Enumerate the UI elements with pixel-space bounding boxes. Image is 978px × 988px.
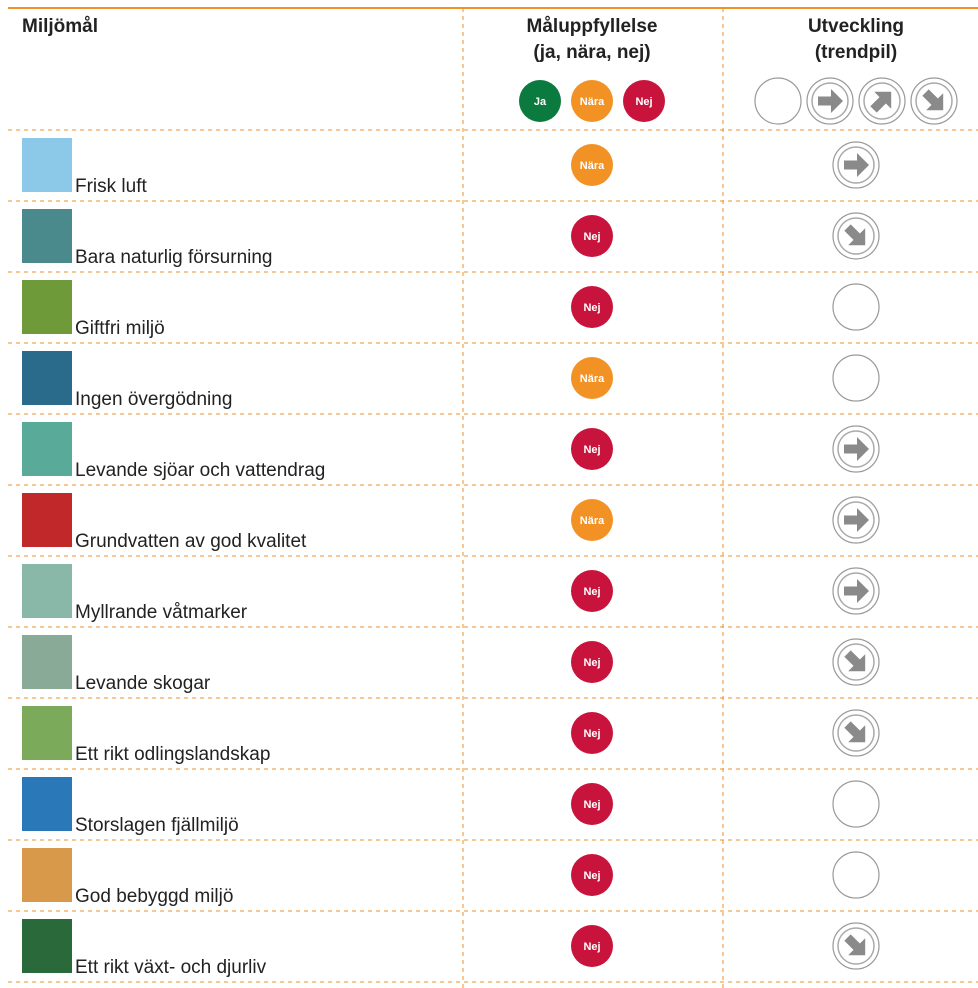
goal-icon (22, 209, 72, 263)
trend-icon (859, 78, 905, 124)
trend-icon (807, 78, 853, 124)
goal-label: Ingen övergödning (75, 389, 232, 410)
goal-label: Ett rikt odlingslandskap (75, 744, 270, 765)
goal-label: Grundvatten av god kvalitet (75, 531, 307, 552)
trend-icon (833, 213, 879, 259)
goal-icon (22, 351, 72, 405)
status-text: Nej (583, 728, 600, 740)
status-text: Nära (580, 373, 605, 385)
goal-icon (22, 138, 72, 192)
status-text: Nära (580, 515, 605, 527)
status-text: Nej (583, 941, 600, 953)
goal-label: Giftfri miljö (75, 318, 165, 339)
trend-icon (833, 639, 879, 685)
trend-circle (833, 781, 879, 827)
trend-icon (833, 355, 879, 401)
trend-icon (833, 497, 879, 543)
status-text: Nej (583, 586, 600, 598)
table: Miljömål Måluppfyllelse (ja, nära, nej) … (0, 0, 978, 988)
trend-circle (833, 284, 879, 330)
trend-circle (833, 852, 879, 898)
trend-icon (833, 710, 879, 756)
trend-icon (911, 78, 957, 124)
goal-label: God bebyggd miljö (75, 886, 233, 907)
goal-icon (22, 422, 72, 476)
trend-icon (833, 923, 879, 969)
goal-icon (22, 493, 72, 547)
goal-icon (22, 635, 72, 689)
trend-icon (833, 142, 879, 188)
header-fulfillment-sub: (ja, nära, nej) (533, 42, 650, 63)
goal-icon (22, 706, 72, 760)
header-trend-sub: (trendpil) (815, 42, 897, 63)
goal-icon (22, 777, 72, 831)
status-text: Nära (580, 96, 605, 108)
status-text: Nej (583, 302, 600, 314)
goal-label: Frisk luft (75, 176, 148, 197)
status-text: Nej (583, 231, 600, 243)
header-trend: Utveckling (808, 16, 904, 37)
status-text: Ja (534, 96, 547, 108)
page: Miljömål Måluppfyllelse (ja, nära, nej) … (0, 0, 978, 988)
goal-label: Levande skogar (75, 673, 211, 694)
goal-label: Myllrande våtmarker (75, 602, 248, 623)
status-text: Nära (580, 160, 605, 172)
trend-circle (755, 78, 801, 124)
goal-icon (22, 848, 72, 902)
status-text: Nej (635, 96, 652, 108)
goal-icon (22, 564, 72, 618)
trend-circle (833, 355, 879, 401)
trend-icon (833, 426, 879, 472)
status-text: Nej (583, 870, 600, 882)
goal-label: Ett rikt växt- och djurliv (75, 957, 267, 978)
goal-icon (22, 280, 72, 334)
trend-icon (833, 568, 879, 614)
status-text: Nej (583, 799, 600, 811)
header-fulfillment: Måluppfyllelse (527, 16, 658, 37)
trend-icon (833, 781, 879, 827)
trend-icon (755, 78, 801, 124)
trend-icon (833, 284, 879, 330)
status-text: Nej (583, 657, 600, 669)
goal-label: Bara naturlig försurning (75, 247, 273, 268)
goal-label: Levande sjöar och vattendrag (75, 460, 325, 481)
trend-icon (833, 852, 879, 898)
status-text: Nej (583, 444, 600, 456)
goal-label: Storslagen fjällmiljö (75, 815, 239, 836)
goal-icon (22, 919, 72, 973)
header-goal: Miljömål (22, 16, 98, 37)
